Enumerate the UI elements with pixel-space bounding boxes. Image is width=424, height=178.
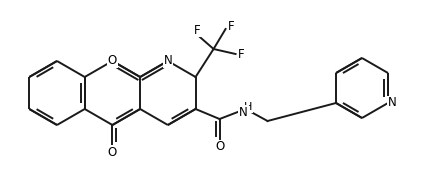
Text: O: O — [215, 140, 224, 153]
Text: F: F — [238, 48, 245, 61]
Text: N: N — [239, 106, 248, 119]
Text: O: O — [108, 54, 117, 67]
Text: N: N — [388, 96, 396, 109]
Text: O: O — [108, 146, 117, 159]
Text: F: F — [228, 20, 235, 33]
Text: F: F — [194, 23, 201, 36]
Text: H: H — [243, 102, 252, 112]
Text: N: N — [164, 54, 172, 67]
